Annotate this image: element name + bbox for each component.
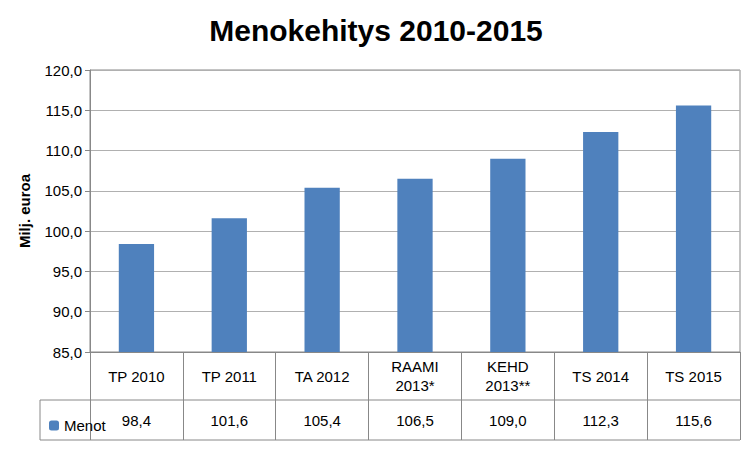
svg-text:2013**: 2013** [485,377,530,394]
svg-text:105,0: 105,0 [44,182,82,199]
svg-text:95,0: 95,0 [53,263,82,280]
svg-text:Menokehitys 2010-2015: Menokehitys 2010-2015 [209,14,543,47]
svg-text:TP 2011: TP 2011 [202,368,257,385]
svg-text:90,0: 90,0 [53,303,82,320]
svg-text:120,0: 120,0 [44,62,82,79]
svg-text:115,6: 115,6 [675,412,711,429]
svg-text:KEHD: KEHD [487,358,529,375]
svg-text:110,0: 110,0 [46,142,82,159]
svg-text:101,6: 101,6 [211,412,249,429]
svg-text:TP 2010: TP 2010 [108,368,164,385]
svg-text:TS 2015: TS 2015 [665,368,722,385]
svg-text:115,0: 115,0 [46,102,82,119]
svg-text:109,0: 109,0 [489,412,527,429]
svg-text:98,4: 98,4 [122,412,151,429]
svg-text:85,0: 85,0 [53,344,82,361]
svg-text:Menot: Menot [64,417,107,434]
svg-text:TA 2012: TA 2012 [295,368,350,385]
svg-text:Milj. euroa: Milj. euroa [16,173,33,248]
svg-text:105,4: 105,4 [303,412,341,429]
svg-text:RAAMI: RAAMI [391,358,439,375]
svg-text:100,0: 100,0 [44,223,82,240]
svg-text:TS 2014: TS 2014 [572,368,629,385]
svg-text:106,5: 106,5 [396,412,434,429]
svg-text:112,3: 112,3 [582,412,618,429]
svg-text:2013*: 2013* [395,377,434,394]
